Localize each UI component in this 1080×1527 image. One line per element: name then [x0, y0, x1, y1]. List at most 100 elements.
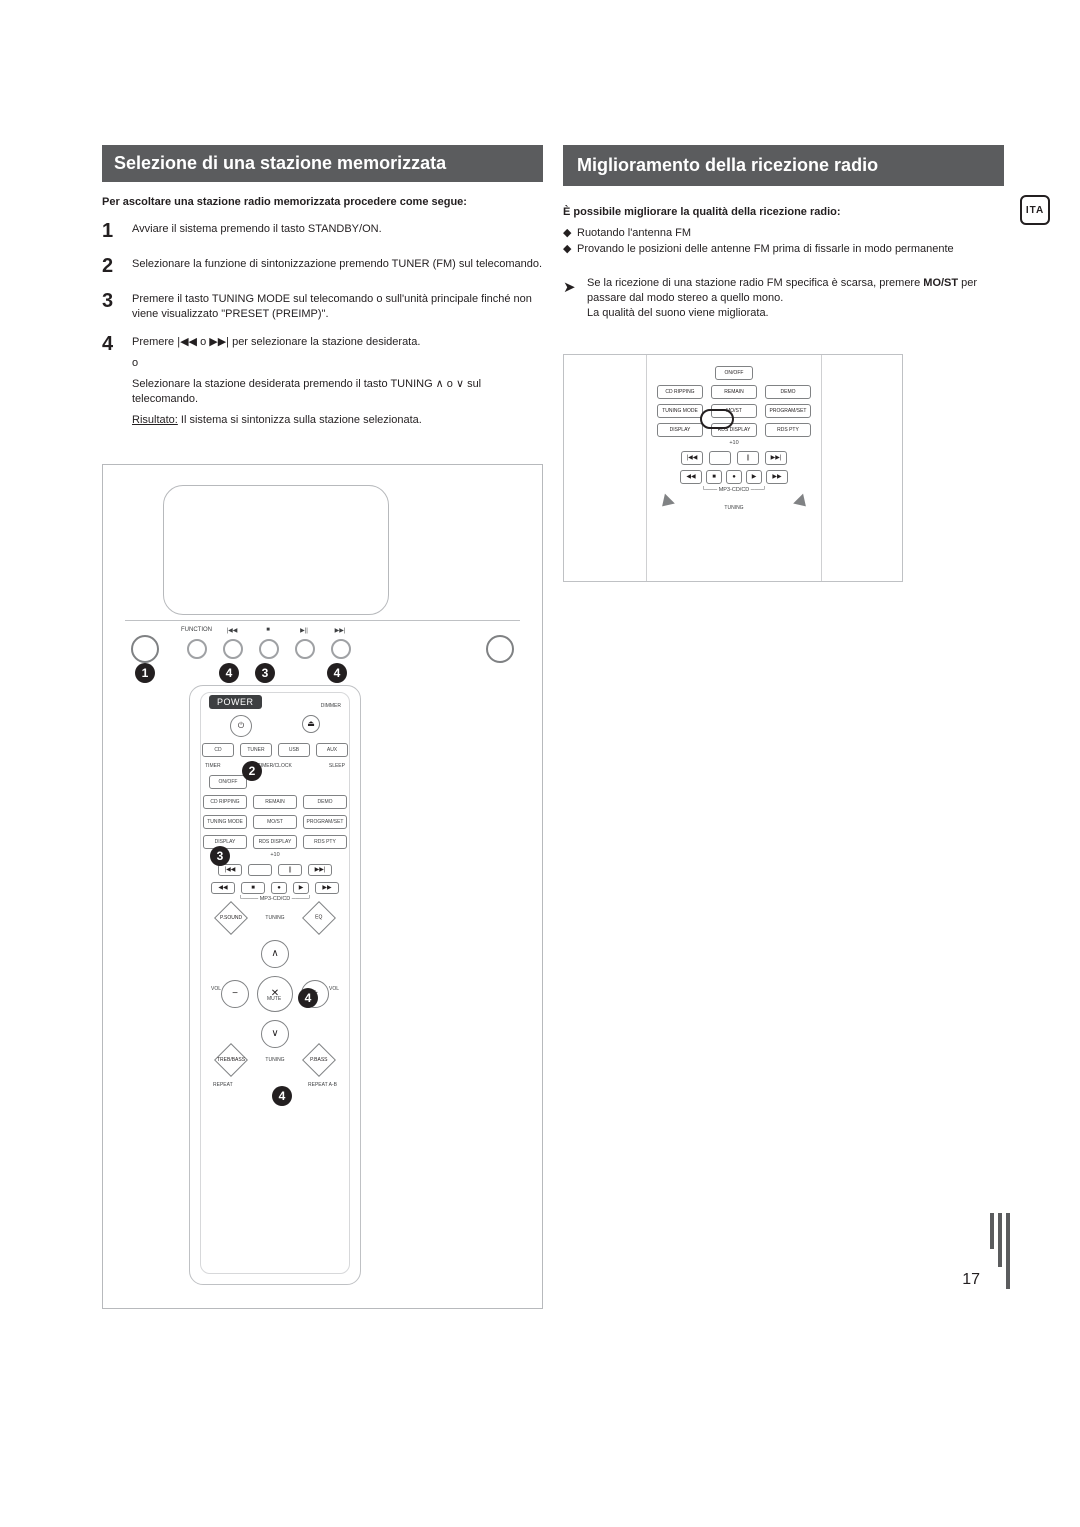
step-body: Selezionare la funzione di sintonizzazio…: [132, 251, 543, 286]
tuner-button: TUNER: [240, 743, 272, 757]
cd-bay: [163, 485, 389, 615]
next-label: ▶▶|: [325, 627, 355, 634]
sm-display: DISPLAY: [657, 423, 703, 437]
rec-button: ●: [271, 882, 287, 894]
pause-button: ||: [278, 864, 302, 876]
prev-label: |◀◀: [217, 627, 247, 634]
sleep-label: SLEEP: [329, 763, 345, 769]
vol-l-label: VOL: [211, 986, 221, 992]
repeat-ab-label: REPEAT A-B: [308, 1082, 337, 1088]
stop-button: [259, 639, 279, 659]
usb-button: USB: [278, 743, 310, 757]
stop-label: ■: [253, 627, 283, 633]
callout-r2: 2: [242, 761, 262, 781]
blank-button: [248, 864, 272, 876]
prev-button: [223, 639, 243, 659]
lang-badge: ITA: [1020, 195, 1050, 225]
eject-button: ⏏: [302, 715, 320, 733]
steps-list: 1 Avviare il sistema premendo il tasto S…: [102, 216, 543, 436]
sm-prev: |◀◀: [681, 451, 703, 465]
sm-demo: DEMO: [765, 385, 811, 399]
rdsdisp-button: RDS DISPLAY: [253, 835, 297, 849]
right-title: Miglioramento della ricezione radio: [563, 145, 1004, 186]
step-num: 4: [102, 329, 132, 435]
tuningmode-button: TUNING MODE: [203, 815, 247, 829]
callout-1: 1: [135, 663, 155, 683]
sm-rew: ◀◀: [680, 470, 702, 484]
psound-button: P.SOUND: [214, 901, 248, 935]
onoff-button: ON/OFF: [209, 775, 247, 789]
sm-blank: [709, 451, 731, 465]
power-label: POWER: [209, 695, 262, 709]
remote: POWER DIMMER ⏻ ⏏ CD TUNER USB A: [189, 685, 361, 1285]
knob-right: [486, 635, 514, 663]
dpad-up: ∧: [261, 940, 289, 968]
sm-onoff: ON/OFF: [715, 366, 753, 380]
programset-button: PROGRAM/SET: [303, 815, 347, 829]
small-remote-figure: ON/OFF CD RIPPING REMAIN DEMO TUNING MOD…: [563, 354, 903, 582]
remain-button: REMAIN: [253, 795, 297, 809]
ff-button: ▶▶: [315, 882, 339, 894]
cdrip-button: CD RIPPING: [203, 795, 247, 809]
sm-sound-tri: [657, 495, 675, 511]
left-title: Selezione di una stazione memorizzata: [102, 145, 543, 182]
step-num: 2: [102, 251, 132, 286]
next-track-button: ▶▶|: [308, 864, 332, 876]
play-label: ▶||: [289, 627, 319, 634]
vol-down: −: [221, 980, 249, 1008]
sm-cdrip: CD RIPPING: [657, 385, 703, 399]
sm-programset: PROGRAM/SET: [765, 404, 811, 418]
step-num: 3: [102, 286, 132, 330]
sm-stop: ■: [706, 470, 722, 484]
tuning-label: TUNING: [265, 915, 284, 921]
sm-eq-tri: [793, 495, 811, 511]
page-number: 17: [962, 1271, 980, 1289]
vol-r-label: VOL: [329, 986, 339, 992]
device-figure: FUNCTION |◀◀ ■ ▶|| ▶▶| 1 4 3 4 P: [102, 464, 543, 1309]
power-button: ⏻: [230, 715, 252, 737]
sm-rec: ●: [726, 470, 742, 484]
demo-button: DEMO: [303, 795, 347, 809]
left-intro: Per ascoltare una stazione radio memoriz…: [102, 196, 543, 208]
sm-remain: REMAIN: [711, 385, 757, 399]
timer-label: TIMER: [205, 763, 221, 769]
sm-pause: ||: [737, 451, 759, 465]
bullet-list: ◆Ruotando l'antenna FM ◆Provando le posi…: [563, 226, 1004, 258]
sm-rdspty: RDS PTY: [765, 423, 811, 437]
knob-left: [131, 635, 159, 663]
most-highlight: [700, 409, 734, 429]
step-body: Avviare il sistema premendo il tasto STA…: [132, 216, 543, 251]
rdspty-button: RDS PTY: [303, 835, 347, 849]
cd-button: CD: [202, 743, 234, 757]
next-button: [331, 639, 351, 659]
dimmer-label: DIMMER: [321, 703, 341, 709]
play-button: [295, 639, 315, 659]
mute-button: ✕: [257, 976, 293, 1012]
step-body: Premere |◀◀ o ▶▶| per selezionare la sta…: [132, 329, 543, 435]
sm-tuningmode: TUNING MODE: [657, 404, 703, 418]
callout-r4b: 4: [272, 1086, 292, 1106]
callout-4a: 4: [219, 663, 239, 683]
aux-button: AUX: [316, 743, 348, 757]
callout-3: 3: [255, 663, 275, 683]
sm-plus10: +10: [657, 440, 811, 446]
func-label: FUNCTION: [181, 627, 211, 633]
callout-r3: 3: [210, 846, 230, 866]
sm-play: ▶: [746, 470, 762, 484]
step-num: 1: [102, 216, 132, 251]
sm-ff: ▶▶: [766, 470, 788, 484]
timerclock-label: TIMER/CLOCK: [258, 763, 292, 769]
step-body: Premere il tasto TUNING MODE sul telecom…: [132, 286, 543, 330]
callout-r4a: 4: [298, 988, 318, 1008]
eq-button: EQ: [302, 901, 336, 935]
repeat-label: REPEAT: [213, 1082, 233, 1088]
sm-tuning: TUNING: [724, 505, 743, 511]
right-intro: È possibile migliorare la qualità della …: [563, 206, 1004, 218]
most-button: MO/ST: [253, 815, 297, 829]
dpad-down: ∨: [261, 1020, 289, 1048]
stop2-button: ■: [241, 882, 265, 894]
play2-button: ▶: [293, 882, 309, 894]
mute-label: MUTE: [267, 996, 281, 1002]
page-decoration: [990, 1213, 1010, 1289]
callout-4b: 4: [327, 663, 347, 683]
